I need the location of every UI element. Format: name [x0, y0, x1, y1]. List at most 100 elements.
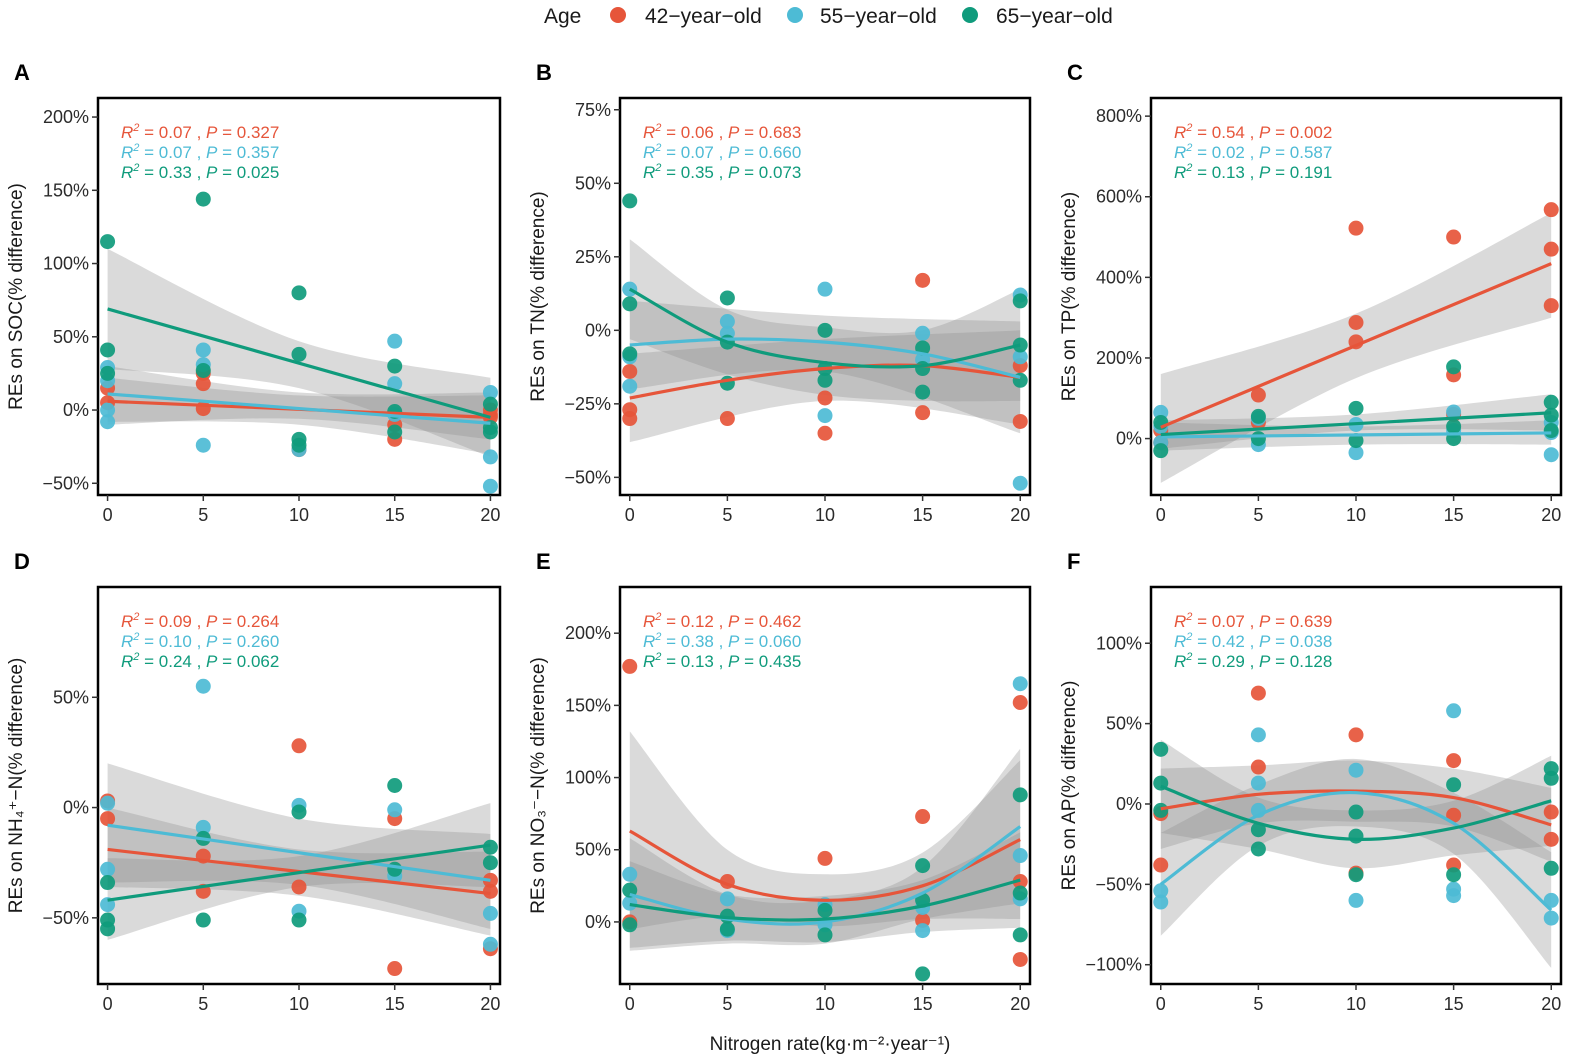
- data-point-55: [100, 414, 116, 430]
- y-tick-label: −25%: [564, 394, 611, 414]
- data-point-65: [1348, 433, 1364, 449]
- stat-annotation-65: R2 = 0.13 , P = 0.191: [1174, 162, 1332, 182]
- data-point-42: [195, 376, 211, 392]
- data-point-55: [1543, 892, 1559, 908]
- data-point-55: [387, 376, 403, 392]
- data-point-55: [100, 402, 116, 418]
- panel-letter: A: [14, 60, 30, 85]
- data-point-55: [1348, 445, 1364, 461]
- x-tick-label: 5: [722, 994, 732, 1014]
- x-tick-label: 20: [1541, 505, 1561, 525]
- x-tick-label: 5: [1253, 505, 1263, 525]
- data-point-65: [915, 361, 931, 377]
- data-point-55: [1543, 447, 1559, 463]
- data-point-65: [195, 912, 211, 928]
- data-point-42: [1543, 241, 1559, 257]
- panel-letter: C: [1067, 60, 1083, 85]
- panel-c: 800% 600% 400% 200% 0% 0 5 10 15 20 REs on TP(% di…: [1059, 60, 1563, 525]
- data-point-55: [482, 449, 498, 465]
- x-tick-label: 5: [198, 994, 208, 1014]
- y-axis-label: REs on TN(% difference): [528, 191, 549, 402]
- fit-line-55: [107, 392, 491, 425]
- stat-annotation-65: R2 = 0.33 , P = 0.025: [121, 162, 279, 182]
- y-tick-label: 50%: [53, 687, 89, 707]
- stat-annotation-55: R2 = 0.42 , P = 0.038: [1174, 631, 1332, 651]
- data-point-42: [1012, 413, 1028, 429]
- x-tick-label: 10: [289, 505, 309, 525]
- y-tick-label: 0%: [63, 798, 89, 818]
- data-point-65: [1543, 770, 1559, 786]
- shared-x-axis-label: Nitrogen rate(kg·m⁻²·year⁻¹): [710, 1034, 951, 1055]
- data-point-42: [915, 272, 931, 288]
- data-point-42: [817, 425, 833, 441]
- x-tick-label: 15: [913, 505, 933, 525]
- x-tick-label: 15: [1444, 994, 1464, 1014]
- data-point-65: [1446, 867, 1462, 883]
- data-point-55: [1012, 475, 1028, 491]
- fit-line-55: [629, 825, 1022, 926]
- y-tick-label: 50%: [575, 840, 611, 860]
- data-point-65: [915, 966, 931, 982]
- panel-f: 100% 50% 0% −50% −100% 0 5 10 15 20 REs on AP(% di…: [1059, 549, 1563, 1014]
- y-tick-label: 0%: [1116, 429, 1142, 449]
- fit-line-65: [629, 287, 1021, 369]
- y-tick-label: 50%: [575, 173, 611, 193]
- data-point-42: [100, 811, 116, 827]
- legend-swatch-42: [610, 7, 626, 23]
- data-point-65: [817, 927, 833, 943]
- x-tick-label: 0: [1156, 505, 1166, 525]
- data-point-65: [1543, 407, 1559, 423]
- data-point-65: [387, 358, 403, 374]
- data-point-65: [622, 346, 638, 362]
- y-tick-label: 25%: [575, 247, 611, 267]
- y-tick-label: 200%: [43, 107, 89, 127]
- data-point-55: [622, 378, 638, 394]
- data-point-55: [719, 891, 735, 907]
- data-point-65: [1250, 408, 1266, 424]
- fit-line-65: [107, 307, 491, 419]
- stat-annotation-42: R2 = 0.07 , P = 0.327: [121, 122, 279, 142]
- y-axis-label: REs on AP(% difference): [1059, 681, 1080, 891]
- data-point-42: [915, 405, 931, 421]
- data-point-55: [915, 325, 931, 341]
- data-point-42: [1446, 807, 1462, 823]
- data-point-65: [1250, 431, 1266, 447]
- data-point-42: [622, 411, 638, 427]
- x-tick-label: 20: [1010, 505, 1030, 525]
- x-tick-label: 5: [722, 505, 732, 525]
- panel-letter: B: [536, 60, 552, 85]
- legend: Age 42−year−old 55−year−old 65−year−old: [544, 5, 1113, 28]
- data-point-42: [915, 809, 931, 825]
- fit-line-55: [107, 823, 491, 882]
- panel-e: 200% 150% 100% 50% 0% 0 5 10 15 20 REs on NO₃⁻−N(%…: [528, 549, 1032, 1014]
- fit-line-65: [1160, 411, 1552, 437]
- stat-annotation-42: R2 = 0.12 , P = 0.462: [643, 611, 801, 631]
- data-point-55: [1250, 775, 1266, 791]
- y-tick-label: 150%: [565, 695, 611, 715]
- data-point-55: [1348, 892, 1364, 908]
- y-tick-label: 100%: [1096, 633, 1142, 653]
- data-point-65: [291, 285, 307, 301]
- y-tick-label: −50%: [42, 473, 89, 493]
- y-tick-label: 100%: [43, 254, 89, 274]
- y-axis-label: REs on NH₄⁺−N(% difference): [6, 658, 27, 914]
- x-tick-label: 15: [385, 505, 405, 525]
- x-tick-label: 0: [103, 505, 113, 525]
- data-point-55: [195, 819, 211, 835]
- data-point-65: [1446, 359, 1462, 375]
- data-point-42: [482, 883, 498, 899]
- x-tick-label: 10: [289, 994, 309, 1014]
- y-tick-label: 200%: [565, 623, 611, 643]
- y-tick-label: −50%: [1095, 874, 1142, 894]
- plot-area: [100, 191, 498, 494]
- data-point-55: [1543, 910, 1559, 926]
- stat-annotation-55: R2 = 0.38 , P = 0.060: [643, 631, 801, 651]
- x-tick-label: 20: [1010, 994, 1030, 1014]
- stat-annotation-42: R2 = 0.07 , P = 0.639: [1174, 611, 1332, 631]
- data-point-65: [1543, 394, 1559, 410]
- stat-annotation-42: R2 = 0.06 , P = 0.683: [643, 122, 801, 142]
- data-point-55: [482, 905, 498, 921]
- data-point-65: [817, 372, 833, 388]
- data-point-65: [1348, 867, 1364, 883]
- fit-line-55: [629, 337, 1021, 379]
